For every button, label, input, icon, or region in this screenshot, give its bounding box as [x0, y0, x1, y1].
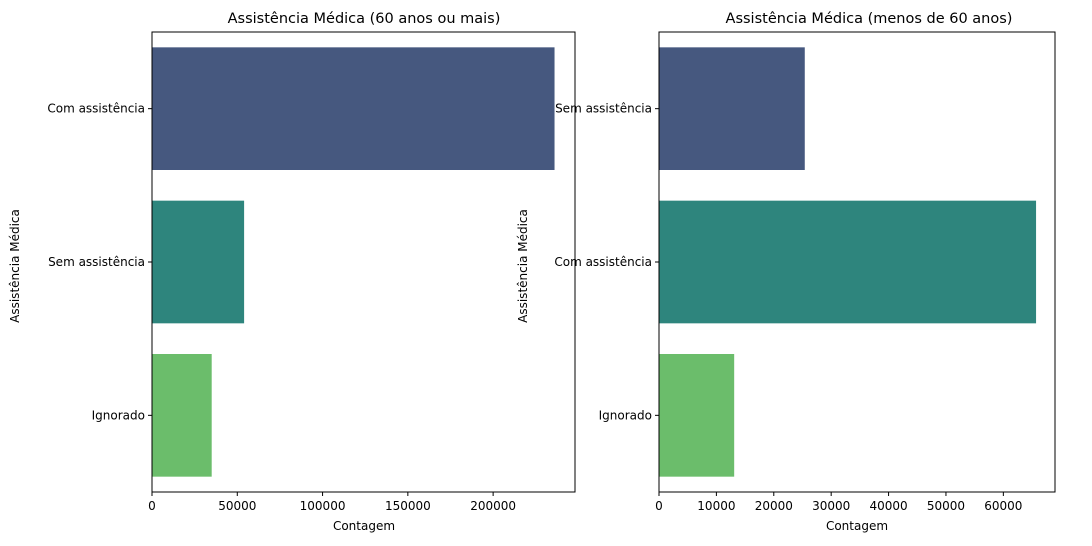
x-tick-label: 150000	[385, 499, 431, 513]
chart-title: Assistência Médica (menos de 60 anos)	[726, 11, 1013, 27]
bar	[659, 47, 805, 171]
bar	[659, 354, 735, 477]
x-axis-label: Contagem	[333, 519, 395, 533]
y-tick-label: Ignorado	[92, 408, 145, 422]
bar	[152, 354, 212, 477]
y-tick-label: Sem assistência	[555, 102, 652, 116]
chart-right: Assistência Médica (menos de 60 anos) Co…	[516, 11, 1056, 533]
y-tick-label: Com assistência	[554, 255, 652, 269]
x-tick-label: 10000	[697, 499, 735, 513]
y-tick-label: Sem assistência	[48, 255, 145, 269]
x-tick-label: 0	[655, 499, 663, 513]
x-tick-label: 20000	[755, 499, 793, 513]
bar	[152, 200, 245, 324]
x-tick-label: 200000	[470, 499, 516, 513]
y-axis-label: Assistência Médica	[8, 209, 22, 323]
chart-left: Assistência Médica (60 anos ou mais) Con…	[8, 11, 576, 533]
x-tick-label: 100000	[300, 499, 346, 513]
plot-frame	[151, 31, 576, 493]
x-tick-label: 60000	[984, 499, 1022, 513]
x-axis-label: Contagem	[826, 519, 888, 533]
y-axis-label: Assistência Médica	[516, 209, 530, 323]
y-tick-label: Ignorado	[599, 408, 652, 422]
chart-title: Assistência Médica (60 anos ou mais)	[228, 11, 501, 27]
x-tick-label: 50000	[927, 499, 965, 513]
x-tick-label: 0	[148, 499, 156, 513]
bar	[659, 200, 1037, 324]
x-tick-label: 40000	[869, 499, 907, 513]
x-tick-label: 30000	[812, 499, 850, 513]
bar	[152, 47, 555, 171]
plot-frame	[658, 31, 1056, 493]
y-tick-label: Com assistência	[47, 102, 145, 116]
x-tick-label: 50000	[218, 499, 256, 513]
